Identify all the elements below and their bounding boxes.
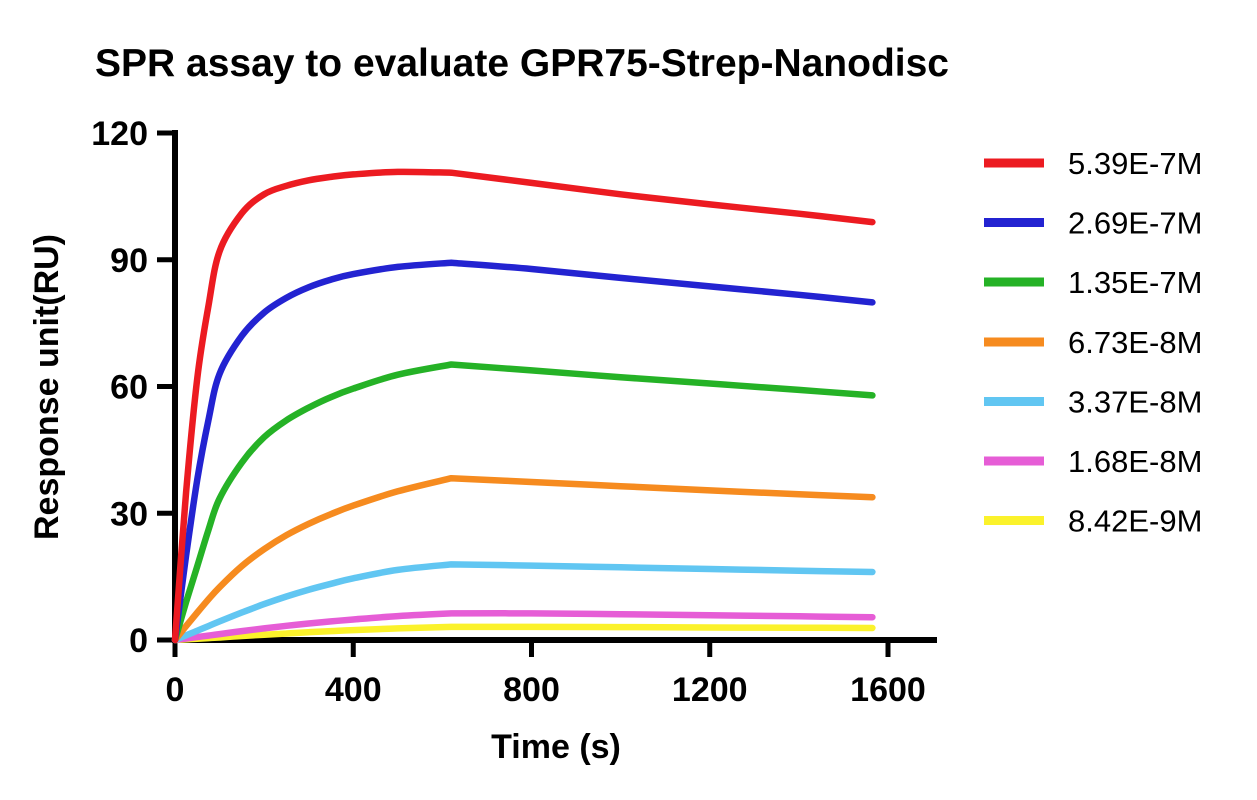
y-axis-ticks: 0 30 60 90 120 — [91, 115, 175, 660]
chart-title: SPR assay to evaluate GPR75-Strep-Nanodi… — [95, 42, 949, 85]
y-tick-label: 30 — [110, 495, 148, 533]
curve-1.68E-8M — [171, 610, 876, 644]
legend-item: 1.35E-7M — [984, 265, 1202, 300]
x-axis-ticks: 0 400 800 1200 1600 — [166, 640, 926, 709]
legend-label: 8.42E-9M — [1068, 504, 1202, 539]
x-tick-label: 0 — [166, 671, 185, 709]
x-tick-label: 1600 — [850, 671, 926, 709]
x-tick-label: 400 — [325, 671, 382, 709]
curve-6.73E-8M — [171, 474, 876, 644]
y-tick-label: 0 — [129, 622, 148, 660]
legend-label: 6.73E-8M — [1068, 325, 1202, 360]
legend-item: 5.39E-7M — [984, 146, 1202, 181]
legend-item: 6.73E-8M — [984, 325, 1202, 360]
x-tick-label: 1200 — [672, 671, 748, 709]
legend-label: 5.39E-7M — [1068, 146, 1202, 181]
y-axis-title: Response unit(RU) — [28, 234, 66, 540]
legend: 5.39E-7M 2.69E-7M 1.35E-7M 6.73E-8M 3.37E-8M… — [984, 146, 1202, 539]
legend-label: 3.37E-8M — [1068, 385, 1202, 420]
curve-3.37E-8M — [171, 561, 876, 644]
legend-label: 2.69E-7M — [1068, 206, 1202, 241]
curves-group — [171, 168, 876, 644]
legend-item: 8.42E-9M — [984, 504, 1202, 539]
curve-5.39E-7M — [171, 168, 876, 644]
legend-item: 1.68E-8M — [984, 444, 1202, 479]
x-axis-title: Time (s) — [491, 728, 621, 766]
y-tick-label: 60 — [110, 369, 148, 407]
y-tick-label: 90 — [110, 242, 148, 280]
curve-1.35E-7M — [171, 361, 876, 644]
legend-item: 2.69E-7M — [984, 206, 1202, 241]
legend-item: 3.37E-8M — [984, 385, 1202, 420]
legend-label: 1.68E-8M — [1068, 444, 1202, 479]
legend-label: 1.35E-7M — [1068, 265, 1202, 300]
y-tick-label: 120 — [91, 115, 148, 153]
curve-2.69E-7M — [171, 259, 876, 644]
x-tick-label: 800 — [503, 671, 560, 709]
